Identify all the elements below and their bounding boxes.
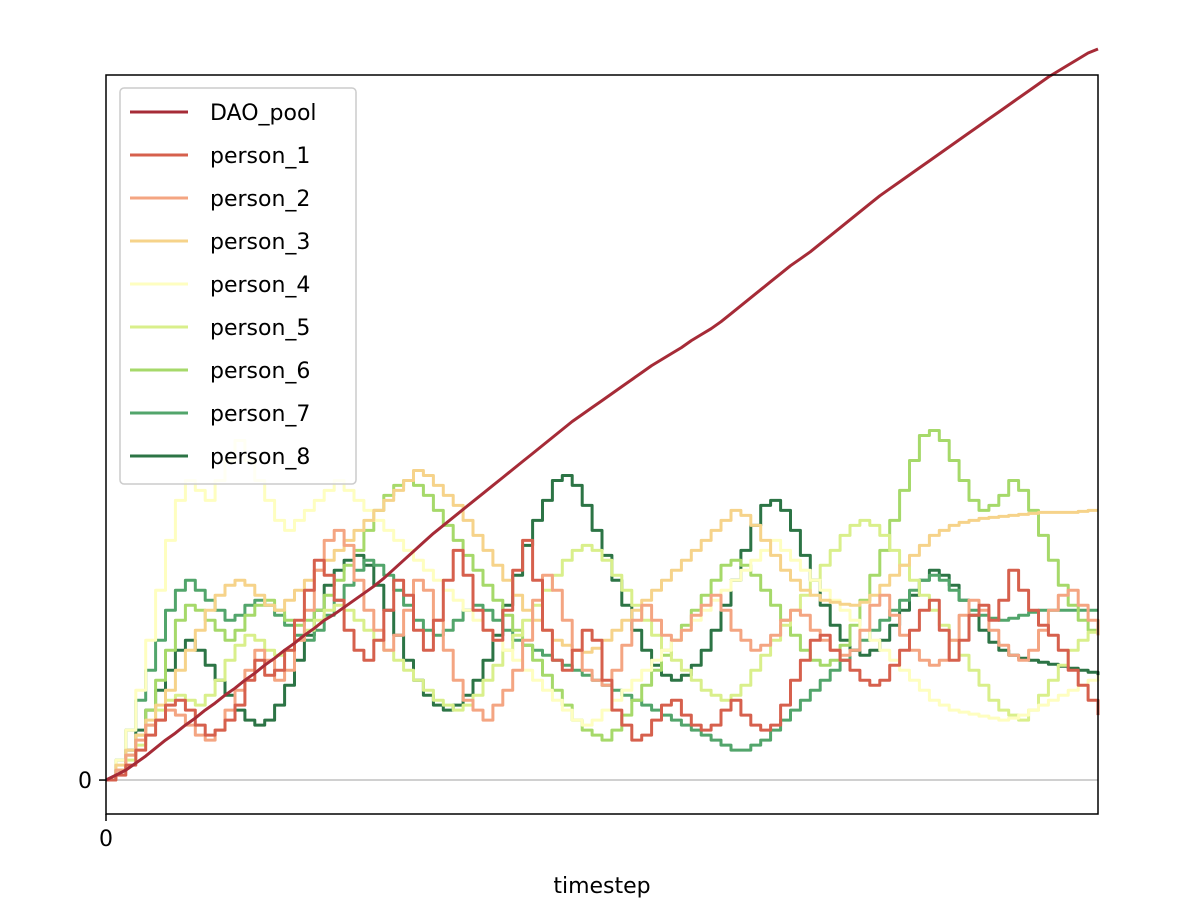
- series-line-dao-pool: [105, 47, 1099, 782]
- legend-label-person-2: person_2: [210, 187, 310, 212]
- legend: DAO_pool person_1 person_2 person_3 person_4…: [119, 87, 357, 485]
- legend-label-dao-pool: DAO_pool: [210, 101, 317, 126]
- series-line-person-4: [106, 439, 1100, 782]
- legend-label-person-6: person_6: [210, 359, 310, 384]
- series-layer: [105, 47, 1100, 782]
- series-line-person-6: [106, 429, 1100, 782]
- y-axis-ticks: 0: [78, 769, 106, 794]
- series-line-person-1: [106, 538, 1100, 782]
- x-axis-label: timestep: [553, 874, 650, 899]
- legend-box: [119, 87, 357, 485]
- series-line-person-3: [106, 469, 1098, 782]
- legend-label-person-5: person_5: [210, 316, 310, 341]
- legend-label-person-8: person_8: [210, 445, 310, 470]
- series-line-person-5: [106, 518, 1100, 782]
- legend-label-person-4: person_4: [210, 273, 310, 298]
- y-tick-label: 0: [78, 769, 92, 794]
- plot-area-frame: [105, 74, 1099, 815]
- legend-label-person-1: person_1: [210, 144, 310, 169]
- legend-label-person-7: person_7: [210, 402, 310, 427]
- x-axis-ticks: 0: [99, 814, 113, 852]
- x-tick-label: 0: [99, 827, 113, 852]
- series-line-person-2: [106, 528, 1100, 782]
- legend-label-person-3: person_3: [210, 230, 310, 255]
